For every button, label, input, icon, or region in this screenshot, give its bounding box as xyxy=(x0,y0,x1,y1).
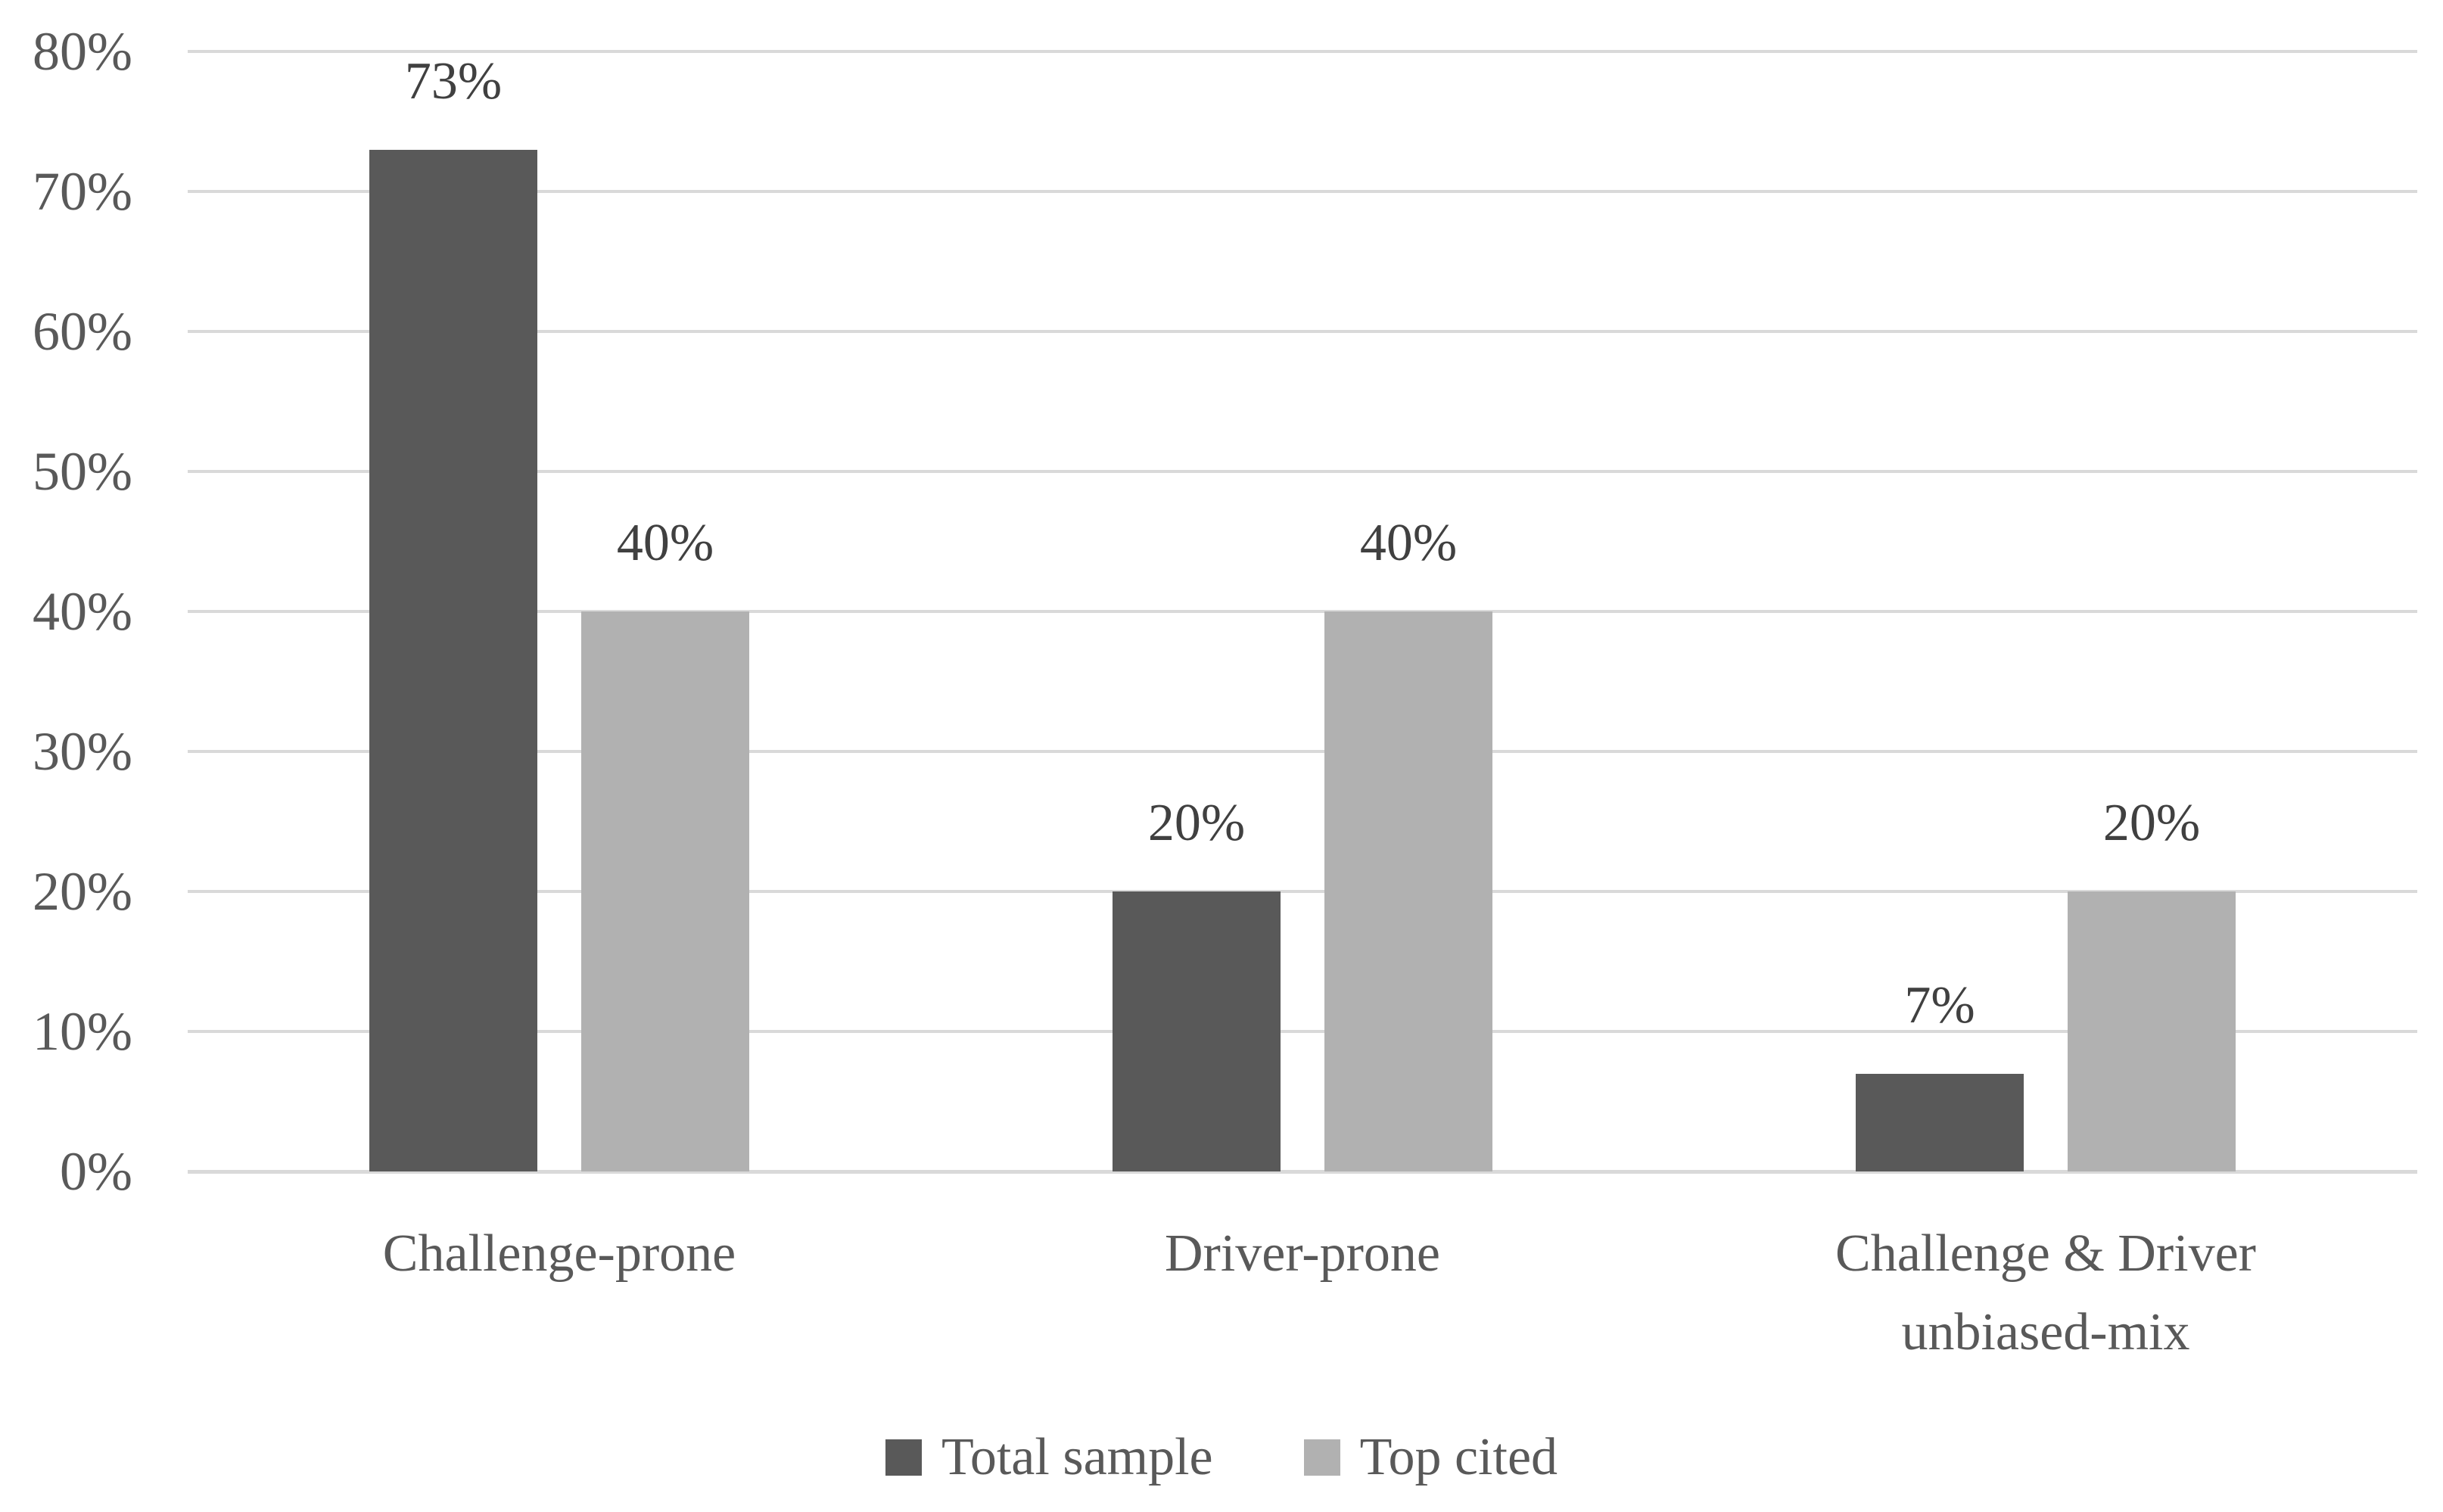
gridline xyxy=(188,50,2417,53)
x-axis-category-label: Driver-prone xyxy=(1165,1224,1440,1283)
gridline xyxy=(188,190,2417,193)
data-label: 40% xyxy=(616,514,714,572)
legend: Total sample Top cited xyxy=(0,1423,2443,1492)
y-axis-tick-label: 70% xyxy=(33,161,132,222)
legend-label: Top cited xyxy=(1359,1428,1558,1486)
gridline xyxy=(188,750,2417,753)
data-label: 20% xyxy=(1147,794,1246,852)
data-label: 40% xyxy=(1359,514,1458,572)
bar-top-cited-driver-prone xyxy=(1324,611,1492,1171)
data-label: 73% xyxy=(404,51,503,110)
x-axis-line xyxy=(188,1170,2417,1174)
bar-total-sample-challenge-prone xyxy=(369,149,537,1171)
data-label: 20% xyxy=(2102,794,2201,852)
x-axis-category-label: Challenge-prone xyxy=(382,1224,736,1283)
y-axis-tick-label: 0% xyxy=(60,1141,132,1202)
gridline xyxy=(188,890,2417,893)
bar-total-sample-driver-prone xyxy=(1113,891,1281,1171)
y-axis-tick-label: 50% xyxy=(33,441,132,502)
y-axis-tick-label: 80% xyxy=(33,21,132,82)
gridline xyxy=(188,470,2417,473)
y-axis-tick-label: 30% xyxy=(33,721,132,782)
gridline xyxy=(188,1030,2417,1033)
legend-item-top-cited: Top cited xyxy=(1303,1423,1558,1492)
bar-top-cited-challenge-driver xyxy=(2068,891,2236,1171)
gridline xyxy=(188,610,2417,613)
data-label: 7% xyxy=(1904,975,1975,1034)
legend-swatch-total-sample xyxy=(885,1439,922,1476)
y-axis-tick-label: 40% xyxy=(33,581,132,642)
x-axis-category-label: Challenge & Driver unbiased-mix xyxy=(1835,1224,2256,1361)
y-axis-tick-label: 10% xyxy=(33,1001,132,1062)
legend-item-total-sample: Total sample xyxy=(885,1423,1213,1492)
bar-top-cited-challenge-prone xyxy=(581,611,749,1171)
legend-swatch-top-cited xyxy=(1303,1439,1340,1476)
y-axis-tick-label: 60% xyxy=(33,301,132,362)
y-axis-tick-label: 20% xyxy=(33,861,132,922)
legend-label: Total sample xyxy=(941,1428,1213,1486)
gridline xyxy=(188,330,2417,333)
bar-total-sample-challenge-driver xyxy=(1856,1073,2024,1171)
